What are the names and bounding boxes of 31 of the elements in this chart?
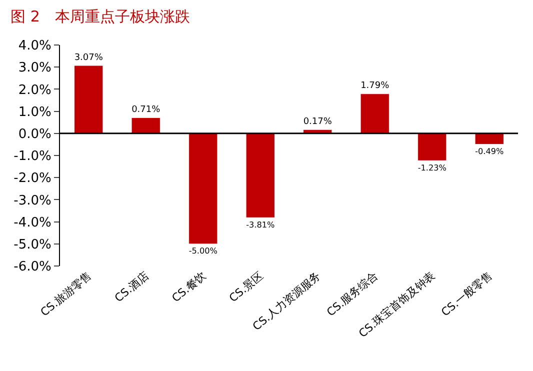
- bar: [188, 133, 218, 244]
- data-label: 0.17%: [303, 116, 332, 127]
- y-tick-label: -3.0%: [14, 193, 52, 208]
- bar: [360, 94, 390, 134]
- y-tick-label: 4.0%: [18, 38, 52, 54]
- y-tick-label: 3.0%: [18, 60, 52, 76]
- y-tick-label: -5.0%: [14, 237, 52, 252]
- bar: [246, 133, 275, 218]
- data-label: 1.79%: [360, 81, 390, 92]
- x-tick-label: CS.餐饮: [169, 269, 209, 305]
- y-tick-label: 1.0%: [18, 104, 52, 120]
- x-tick-label: CS.景区: [226, 269, 266, 305]
- data-label: -1.23%: [418, 162, 447, 172]
- data-label: 3.07%: [74, 52, 104, 63]
- x-tick-label: CS.酒店: [112, 269, 152, 305]
- bar: [74, 65, 104, 134]
- y-tick-label: 2.0%: [18, 82, 52, 98]
- data-label: -0.49%: [475, 146, 504, 156]
- bar: [474, 133, 504, 144]
- data-label: -3.81%: [246, 219, 275, 230]
- y-tick-label: -4.0%: [14, 215, 52, 230]
- x-tick-label: CS.一般零售: [438, 269, 495, 319]
- bar: [131, 117, 160, 134]
- y-tick-label: -1.0%: [14, 149, 52, 164]
- y-tick-label: 0.0%: [18, 126, 52, 142]
- y-tick-label: -6.0%: [14, 260, 52, 275]
- y-tick-label: -2.0%: [14, 171, 52, 186]
- chart-title: 图 2 本周重点子板块涨跌: [10, 8, 190, 26]
- data-label: -5.00%: [188, 246, 218, 256]
- bar: [418, 133, 447, 161]
- data-label: 0.71%: [132, 104, 161, 115]
